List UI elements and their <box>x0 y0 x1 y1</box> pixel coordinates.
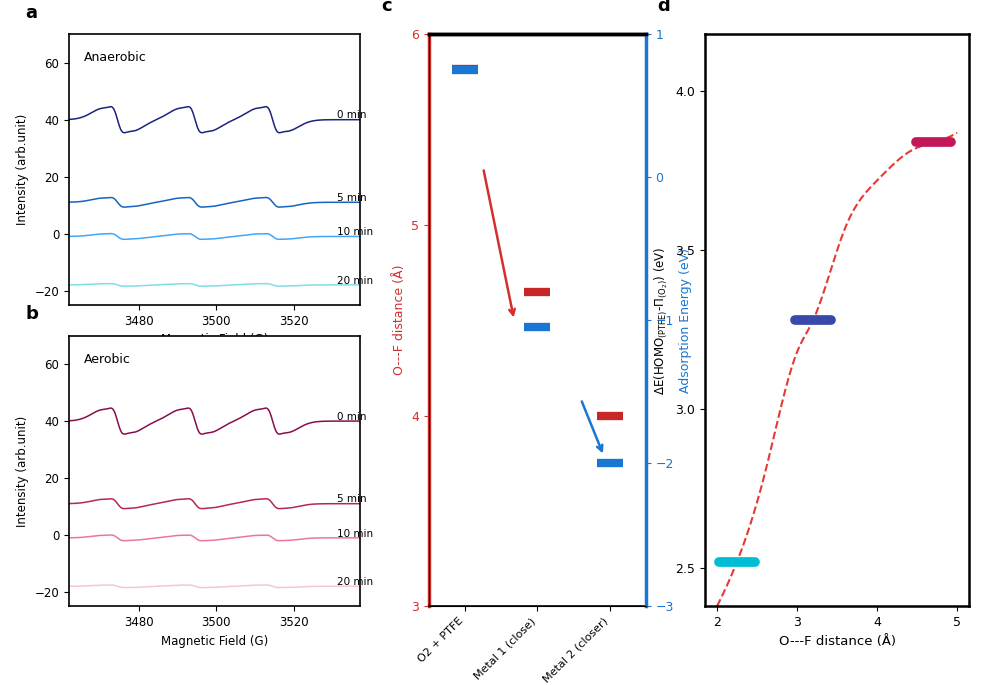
X-axis label: O---F distance (Å): O---F distance (Å) <box>779 634 895 647</box>
Text: 10 min: 10 min <box>336 227 373 237</box>
Text: 20 min: 20 min <box>336 275 373 286</box>
Text: d: d <box>658 0 670 15</box>
Text: c: c <box>382 0 391 15</box>
Y-axis label: O---F distance (Å): O---F distance (Å) <box>392 265 405 375</box>
Text: 10 min: 10 min <box>336 529 373 538</box>
Text: a: a <box>26 4 37 22</box>
Text: 0 min: 0 min <box>336 412 366 422</box>
Y-axis label: $\Delta$E(HOMO$_{\rm (PTFE)}$-$\Pi_{\rm (O_2)}$) (eV): $\Delta$E(HOMO$_{\rm (PTFE)}$-$\Pi_{\rm … <box>653 246 669 395</box>
Text: 5 min: 5 min <box>336 193 366 203</box>
X-axis label: Magnetic Field (G): Magnetic Field (G) <box>161 333 268 346</box>
Text: Aerobic: Aerobic <box>84 353 130 366</box>
Y-axis label: Intensity (arb.unit): Intensity (arb.unit) <box>16 415 29 527</box>
Y-axis label: Intensity (arb.unit): Intensity (arb.unit) <box>16 114 29 225</box>
Y-axis label: Adsorption Energy (eV): Adsorption Energy (eV) <box>679 248 692 393</box>
Text: b: b <box>26 306 38 323</box>
Text: 0 min: 0 min <box>336 110 366 121</box>
X-axis label: Magnetic Field (G): Magnetic Field (G) <box>161 634 268 647</box>
Text: Anaerobic: Anaerobic <box>84 51 146 64</box>
Text: 20 min: 20 min <box>336 577 373 587</box>
Text: 5 min: 5 min <box>336 495 366 504</box>
